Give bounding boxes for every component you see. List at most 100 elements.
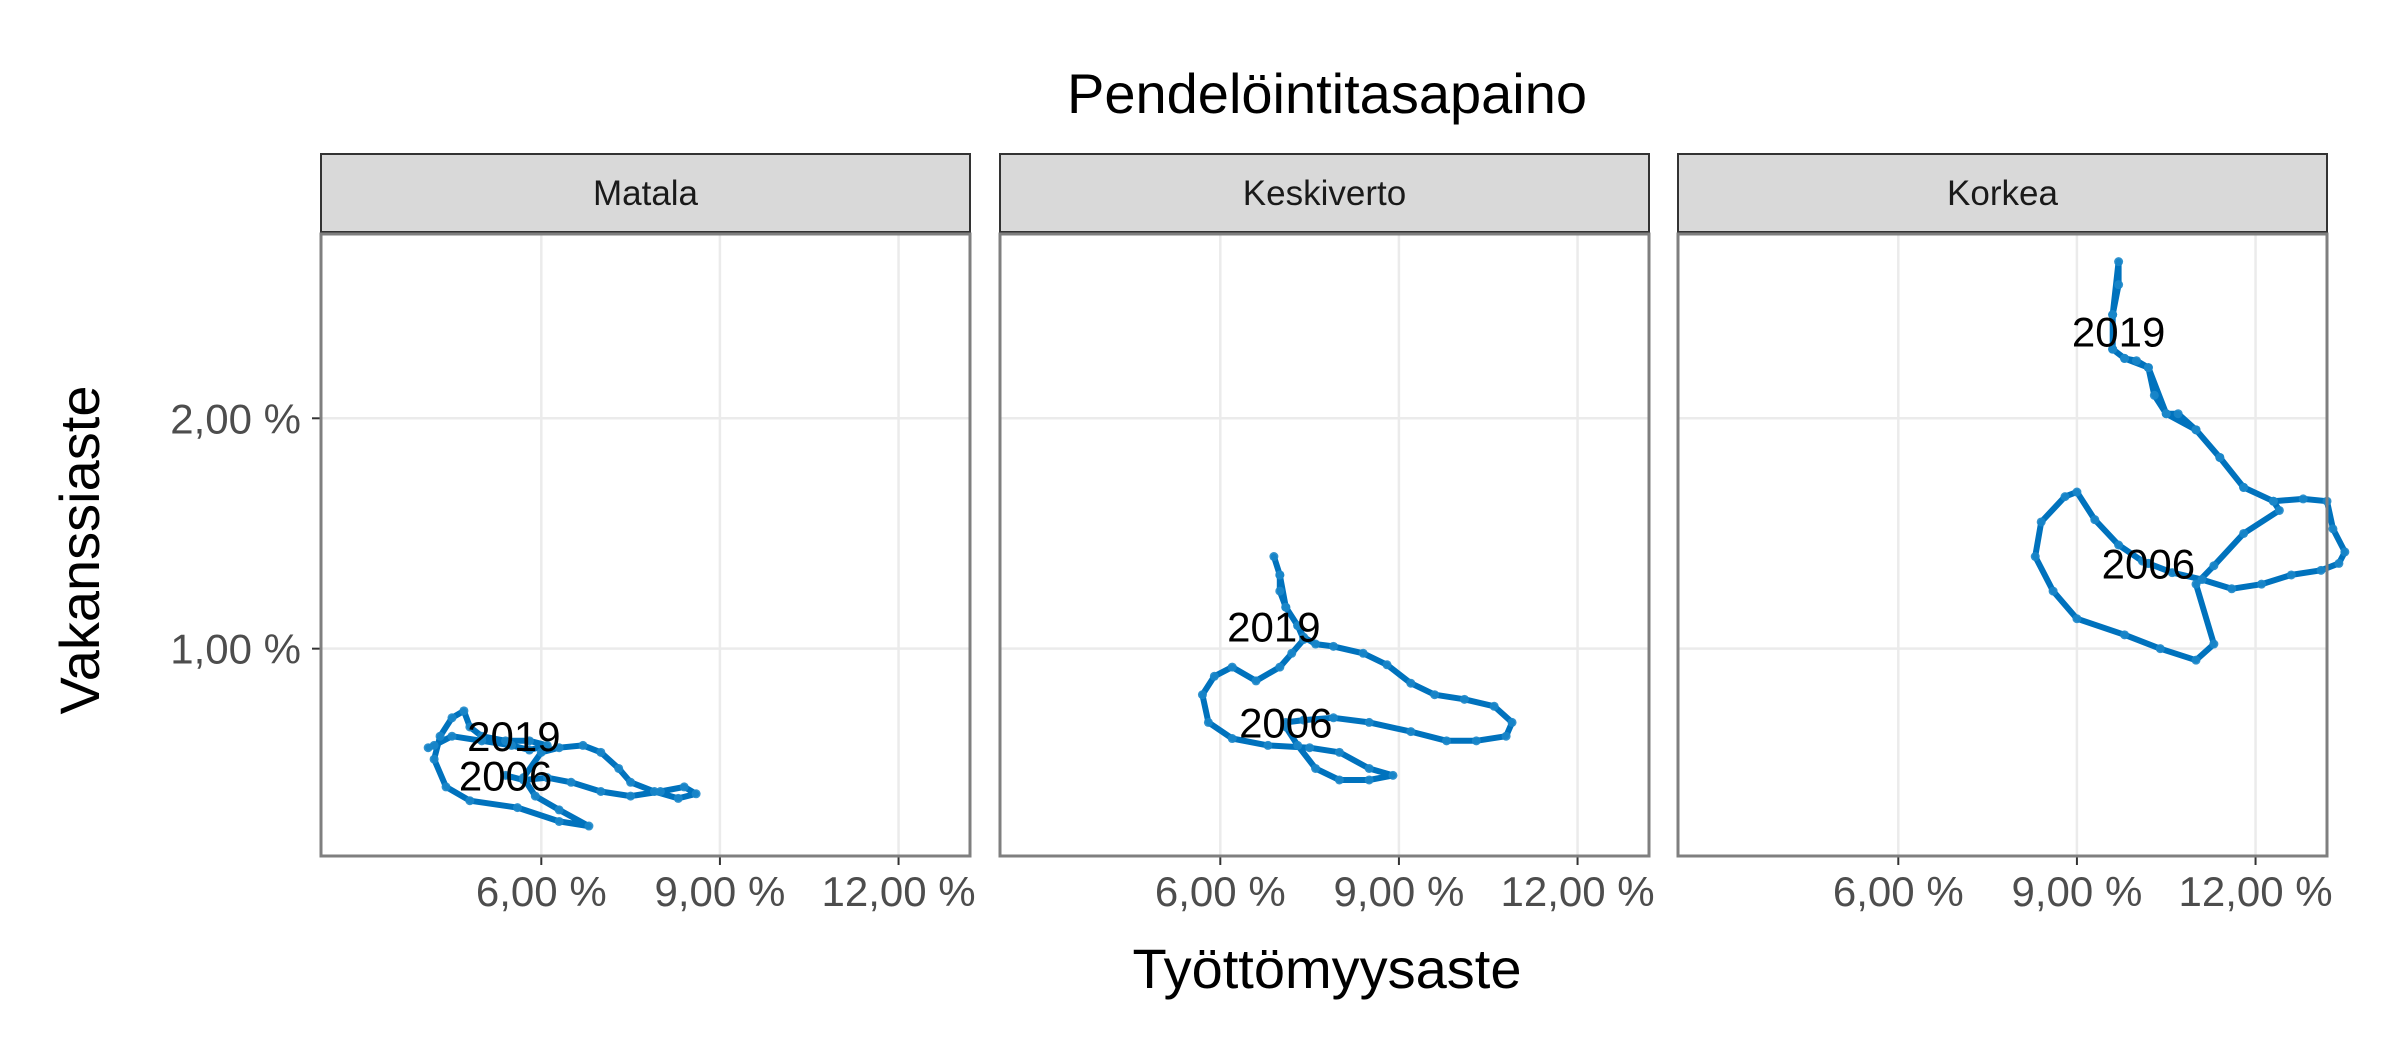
start-year-label: 2006 — [459, 752, 552, 799]
series-point — [1311, 639, 1321, 649]
series-point — [578, 740, 588, 750]
x-tick-label: 9,00 % — [655, 868, 786, 915]
series-point — [1227, 662, 1237, 672]
series-point — [679, 782, 689, 792]
series-point — [542, 773, 552, 783]
x-tick-label: 12,00 % — [1500, 868, 1654, 915]
series-point — [2191, 655, 2201, 665]
series-point — [1388, 770, 1398, 780]
y-axis-title: Vakanssiaste — [48, 386, 111, 715]
facet-strip-label: Matala — [593, 174, 699, 213]
series-point — [1406, 727, 1416, 737]
facet-panel-keskiverto: Keskiverto 6,00 % 9,00 % 12,00 % 2006 2019 — [998, 153, 1655, 915]
facet-panel-korkea: Korkea 6,00 % 9,00 % 12,00 % 2006 2019 — [1676, 153, 2350, 915]
series-point — [2090, 515, 2100, 525]
series-point — [441, 782, 451, 792]
series-point — [1251, 676, 1261, 686]
facet-panel-matala: Matala 6,00 % 9,00 % 12,00 % 1,00 % 2,00 % 200… — [170, 153, 976, 915]
x-tick-label: 6,00 % — [476, 868, 607, 915]
series-point — [2209, 561, 2219, 571]
facet-strip — [1677, 153, 2328, 233]
series-point — [2036, 517, 2046, 527]
series-point — [2114, 540, 2124, 550]
x-axis-title: Työttömyysaste — [1132, 937, 1521, 1000]
series-point — [465, 796, 475, 806]
series-point — [2108, 310, 2118, 320]
series-point — [447, 713, 457, 723]
series-point — [536, 747, 546, 757]
series-point — [447, 731, 457, 741]
series-point — [1281, 602, 1291, 612]
series-point — [512, 803, 522, 813]
series-point — [459, 706, 469, 716]
series-point — [2239, 482, 2249, 492]
panel-border — [998, 232, 1651, 858]
series-point — [518, 773, 528, 783]
series-point — [1311, 763, 1321, 773]
chart-title: Pendelöintitasapaino — [1067, 62, 1587, 125]
series-point — [2155, 644, 2165, 654]
series-point — [1406, 678, 1416, 688]
series-point — [1334, 775, 1344, 785]
series-point — [2120, 353, 2130, 363]
series-point — [2328, 524, 2338, 534]
series-point — [2114, 257, 2124, 267]
series-point — [1364, 717, 1374, 727]
x-tick-label: 12,00 % — [821, 868, 975, 915]
facet-strip-label: Korkea — [1947, 174, 2058, 213]
series-point — [1471, 736, 1481, 746]
plot-background — [321, 234, 970, 856]
panel-border — [1676, 232, 2329, 858]
series-point — [1269, 552, 1279, 562]
series-point — [2257, 579, 2267, 589]
series-point — [1334, 747, 1344, 757]
series-point — [524, 745, 534, 755]
series-point — [1281, 722, 1291, 732]
series-point — [2114, 280, 2124, 290]
series-point — [2173, 409, 2183, 419]
series-point — [1287, 648, 1297, 658]
series-point — [2108, 344, 2118, 354]
facet-strip — [999, 153, 1650, 233]
series-point — [524, 736, 534, 746]
plot-background — [1000, 234, 1649, 856]
series-point — [2316, 565, 2326, 575]
x-tick-label: 12,00 % — [2178, 868, 2332, 915]
series-point — [2227, 584, 2237, 594]
series-point — [1275, 586, 1285, 596]
series-point — [2215, 452, 2225, 462]
series-point — [673, 793, 683, 803]
series-point — [530, 791, 540, 801]
series-point — [501, 770, 511, 780]
series-point — [2191, 579, 2201, 589]
series-point — [2048, 586, 2058, 596]
series-point — [507, 740, 517, 750]
series-point — [1358, 648, 1368, 658]
series-point — [2191, 425, 2201, 435]
series-point — [596, 747, 606, 757]
series-point — [2334, 558, 2344, 568]
series-point — [1299, 634, 1309, 644]
series-point — [1209, 671, 1219, 681]
series-point — [2286, 570, 2296, 580]
series-line — [425, 707, 700, 830]
series-point — [1364, 763, 1374, 773]
series-point — [1203, 717, 1213, 727]
series-point — [596, 786, 606, 796]
x-tick-label: 9,00 % — [1334, 868, 1465, 915]
series-point — [1275, 570, 1285, 580]
series-point — [1197, 690, 1207, 700]
series-point — [2268, 496, 2278, 506]
series-point — [554, 743, 564, 753]
series-point — [2143, 558, 2153, 568]
series-point — [2274, 505, 2284, 515]
series-point — [1459, 694, 1469, 704]
series-point — [423, 743, 433, 753]
series-point — [465, 722, 475, 732]
series-point — [2161, 409, 2171, 419]
series-point — [435, 731, 445, 741]
series-point — [1328, 713, 1338, 723]
facet-panels: Matala 6,00 % 9,00 % 12,00 % 1,00 % 2,00 % 200… — [170, 153, 2350, 915]
